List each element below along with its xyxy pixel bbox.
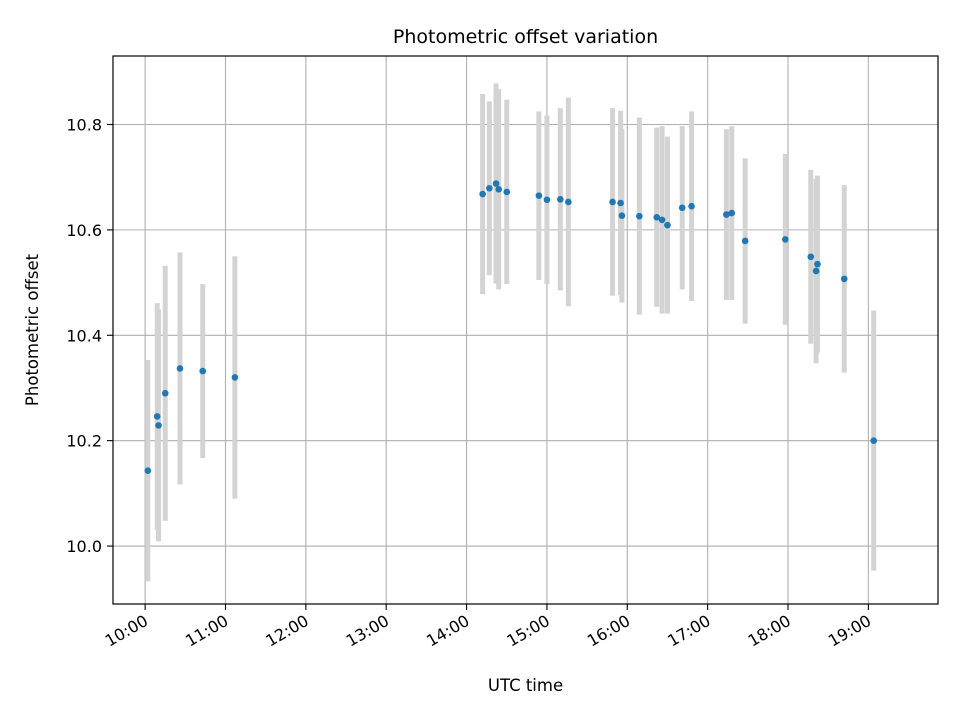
data-point <box>617 199 624 207</box>
y-tick-label: 10.2 <box>66 432 102 451</box>
data-point <box>486 184 493 192</box>
data-point <box>609 198 616 206</box>
data-point <box>636 212 643 220</box>
data-point <box>543 196 551 204</box>
y-tick-label: 10.8 <box>66 116 102 135</box>
data-point <box>664 221 671 229</box>
grid <box>113 56 938 604</box>
data-point <box>176 365 184 372</box>
data-point <box>653 213 661 221</box>
data-point <box>479 190 486 198</box>
data-point <box>144 467 152 474</box>
data-point <box>678 204 686 212</box>
y-axis-label: Photometric offset <box>23 253 42 406</box>
data-point <box>812 267 820 275</box>
y-tick-label: 10.0 <box>66 537 102 556</box>
data-point <box>618 212 626 219</box>
data-point <box>161 389 169 397</box>
data-point <box>535 192 543 199</box>
y-axis: 10.0 10.2 10.4 10.6 10.8 <box>66 116 113 556</box>
data-point <box>557 196 564 203</box>
data-point <box>840 275 848 283</box>
data-points <box>144 180 878 474</box>
data-point <box>503 188 511 196</box>
data-point <box>688 202 695 210</box>
data-point <box>723 211 730 218</box>
data-point <box>231 374 239 381</box>
data-point <box>807 253 815 261</box>
data-point <box>741 237 749 245</box>
y-tick-label: 10.4 <box>66 326 102 345</box>
chart-title: Photometric offset variation <box>393 26 658 48</box>
plot-frame <box>112 55 939 605</box>
data-point <box>870 437 878 444</box>
data-point <box>495 186 503 193</box>
data-point <box>728 209 736 217</box>
data-point <box>565 198 572 206</box>
data-point <box>492 180 500 187</box>
data-point <box>658 216 666 224</box>
y-tick-label: 10.6 <box>66 221 102 240</box>
data-point <box>814 260 821 268</box>
x-axis-label: UTC time <box>488 676 563 695</box>
data-point <box>153 413 161 420</box>
data-point <box>155 422 162 429</box>
data-point <box>782 236 789 243</box>
data-point <box>199 367 207 375</box>
